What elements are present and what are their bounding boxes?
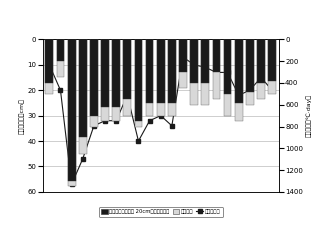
Bar xyxy=(79,39,87,138)
Bar xyxy=(168,39,176,116)
Bar xyxy=(157,39,165,103)
Bar xyxy=(68,39,75,181)
Bar xyxy=(201,39,209,105)
Bar xyxy=(235,39,243,121)
Bar xyxy=(134,39,142,121)
Bar xyxy=(257,39,265,99)
Bar xyxy=(56,39,64,77)
Legend: 積算寒度（積雪深 20cm以内の期間）, 積算寒度, 最大凍結深: 積算寒度（積雪深 20cm以内の期間）, 積算寒度, 最大凍結深 xyxy=(99,207,223,217)
Bar xyxy=(168,39,176,103)
Bar xyxy=(56,39,64,61)
Bar xyxy=(179,39,187,88)
Bar xyxy=(146,39,154,116)
Bar xyxy=(268,39,276,81)
Bar xyxy=(79,39,87,154)
Bar xyxy=(68,39,75,186)
Bar xyxy=(268,39,276,94)
Bar xyxy=(213,39,220,99)
Bar xyxy=(190,39,198,83)
Bar xyxy=(213,39,220,72)
Bar xyxy=(257,39,265,83)
Bar xyxy=(45,39,53,83)
Bar xyxy=(246,39,254,105)
Bar xyxy=(112,39,120,107)
Bar xyxy=(123,39,131,116)
Y-axis label: 最大凍結深（cm）: 最大凍結深（cm） xyxy=(19,98,25,134)
Bar xyxy=(246,39,254,92)
Bar xyxy=(157,39,165,116)
Y-axis label: 積算寒度（℃·day）: 積算寒度（℃·day） xyxy=(306,94,311,137)
Bar xyxy=(90,39,98,126)
Bar xyxy=(101,39,109,121)
Bar xyxy=(235,39,243,103)
Bar xyxy=(90,39,98,116)
Bar xyxy=(179,39,187,72)
Bar xyxy=(224,39,232,116)
Bar xyxy=(146,39,154,103)
Bar xyxy=(45,39,53,94)
Bar xyxy=(190,39,198,105)
Bar xyxy=(123,39,131,99)
Bar xyxy=(101,39,109,107)
Bar xyxy=(134,39,142,126)
Bar xyxy=(201,39,209,83)
Bar xyxy=(224,39,232,94)
Bar xyxy=(112,39,120,121)
